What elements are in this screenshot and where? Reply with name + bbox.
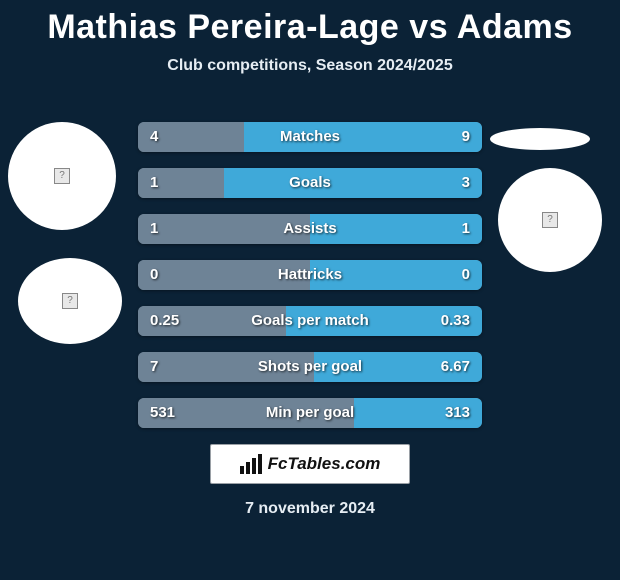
stat-row: 13Goals bbox=[138, 168, 482, 198]
image-placeholder-icon: ? bbox=[62, 293, 78, 309]
stat-row: 49Matches bbox=[138, 122, 482, 152]
player-photo-left-2: ? bbox=[18, 258, 122, 344]
decor-ellipse bbox=[490, 128, 590, 150]
stat-label: Assists bbox=[138, 214, 482, 244]
stat-label: Min per goal bbox=[138, 398, 482, 428]
image-placeholder-icon: ? bbox=[542, 212, 558, 228]
stat-row: 00Hattricks bbox=[138, 260, 482, 290]
subtitle: Club competitions, Season 2024/2025 bbox=[0, 57, 620, 75]
image-placeholder-icon: ? bbox=[54, 168, 70, 184]
player-photo-right: ? bbox=[498, 168, 602, 272]
stat-row: 76.67Shots per goal bbox=[138, 352, 482, 382]
stat-label: Goals per match bbox=[138, 306, 482, 336]
stat-label: Hattricks bbox=[138, 260, 482, 290]
brand-bars-icon bbox=[240, 454, 262, 474]
stat-row: 0.250.33Goals per match bbox=[138, 306, 482, 336]
brand-badge: FcTables.com bbox=[210, 444, 410, 484]
stat-row: 11Assists bbox=[138, 214, 482, 244]
player-photo-left-1: ? bbox=[8, 122, 116, 230]
stat-label: Shots per goal bbox=[138, 352, 482, 382]
stat-row: 531313Min per goal bbox=[138, 398, 482, 428]
date-text: 7 november 2024 bbox=[0, 500, 620, 518]
brand-text: FcTables.com bbox=[268, 454, 381, 474]
stat-label: Goals bbox=[138, 168, 482, 198]
stat-label: Matches bbox=[138, 122, 482, 152]
page-title: Mathias Pereira-Lage vs Adams bbox=[0, 0, 620, 47]
stats-container: 49Matches 13Goals 11Assists 00Hattricks 0.25… bbox=[138, 122, 482, 444]
